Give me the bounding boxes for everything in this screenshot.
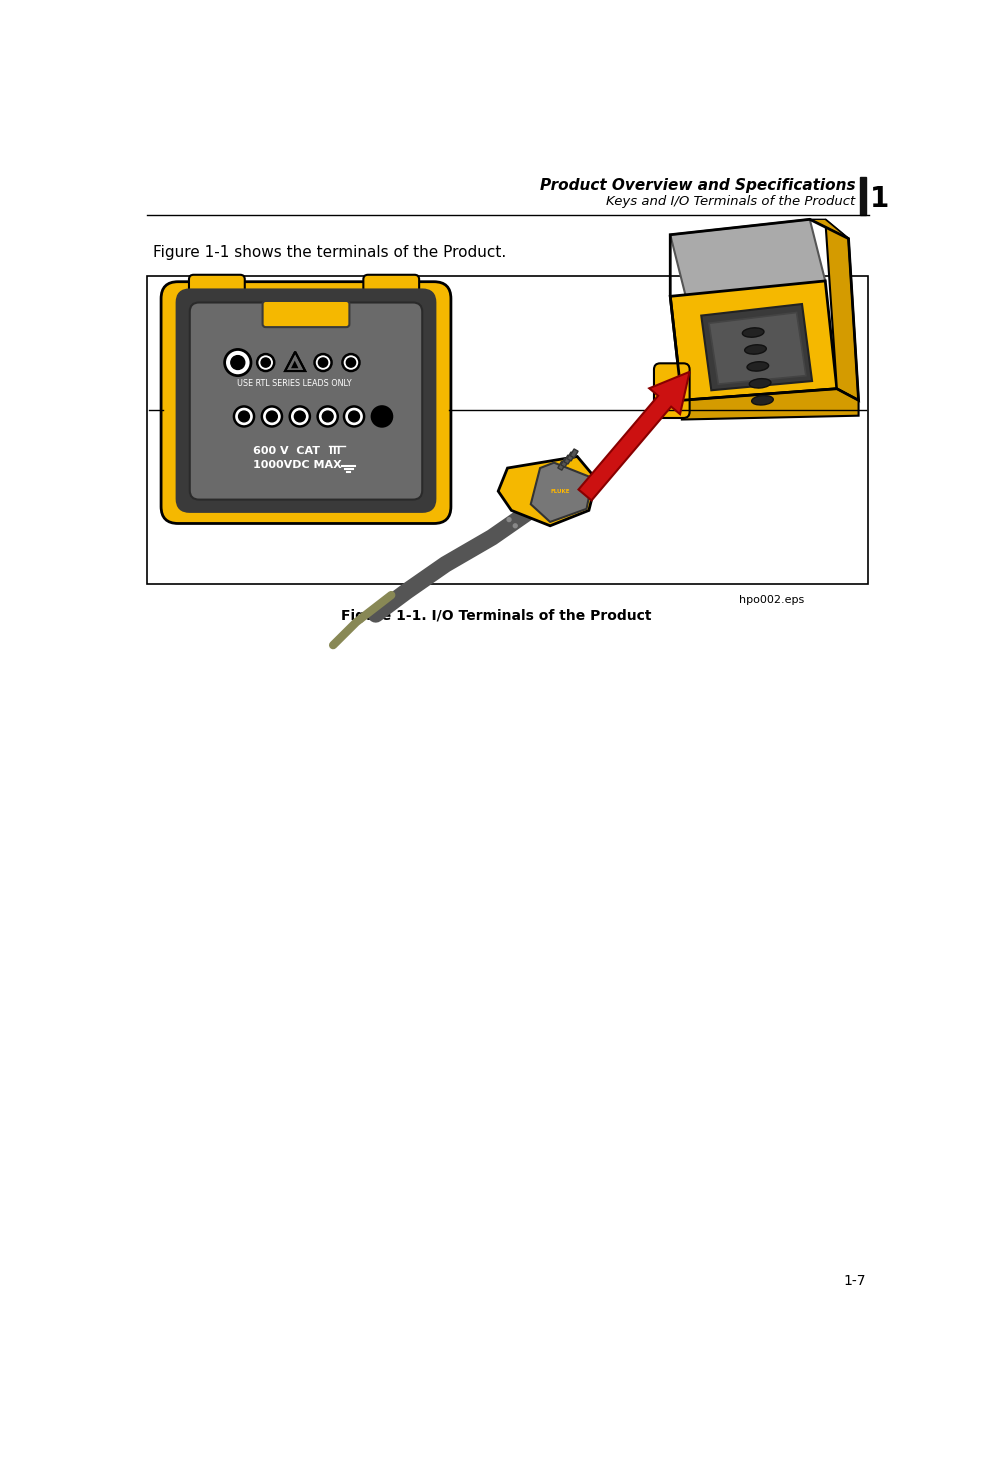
FancyBboxPatch shape bbox=[364, 275, 419, 313]
Text: Figure 1-1. I/O Terminals of the Product: Figure 1-1. I/O Terminals of the Product bbox=[341, 610, 651, 623]
Text: 1: 1 bbox=[870, 184, 889, 212]
FancyBboxPatch shape bbox=[263, 301, 350, 327]
Text: ▲: ▲ bbox=[291, 358, 299, 368]
Bar bbox=[564, 455, 572, 463]
Bar bbox=[147, 275, 868, 583]
Polygon shape bbox=[285, 352, 305, 371]
Circle shape bbox=[513, 523, 517, 528]
Circle shape bbox=[267, 411, 277, 423]
Polygon shape bbox=[702, 304, 812, 390]
Ellipse shape bbox=[749, 379, 771, 387]
FancyBboxPatch shape bbox=[189, 275, 245, 313]
Bar bbox=[860, 177, 866, 215]
Ellipse shape bbox=[751, 396, 773, 405]
Circle shape bbox=[346, 358, 356, 367]
FancyBboxPatch shape bbox=[654, 364, 690, 418]
Ellipse shape bbox=[742, 327, 764, 338]
Circle shape bbox=[225, 349, 251, 376]
Polygon shape bbox=[709, 313, 806, 385]
Polygon shape bbox=[531, 462, 593, 522]
FancyBboxPatch shape bbox=[177, 289, 435, 512]
Circle shape bbox=[343, 354, 360, 371]
Ellipse shape bbox=[747, 361, 769, 371]
Polygon shape bbox=[670, 281, 836, 401]
FancyArrow shape bbox=[579, 371, 690, 500]
Circle shape bbox=[372, 406, 392, 427]
Bar bbox=[561, 458, 569, 468]
Circle shape bbox=[294, 411, 305, 423]
Circle shape bbox=[239, 411, 250, 423]
Circle shape bbox=[349, 411, 360, 423]
Polygon shape bbox=[810, 219, 848, 238]
Circle shape bbox=[314, 354, 332, 371]
Circle shape bbox=[262, 406, 282, 427]
Circle shape bbox=[234, 406, 254, 427]
Circle shape bbox=[258, 354, 275, 371]
Text: FLUKE: FLUKE bbox=[550, 488, 570, 494]
Circle shape bbox=[507, 518, 511, 522]
Text: 1-7: 1-7 bbox=[843, 1273, 866, 1288]
Text: Product Overview and Specifications: Product Overview and Specifications bbox=[540, 178, 855, 193]
Text: III: III bbox=[329, 446, 341, 456]
Text: USE RTL SERIES LEADS ONLY: USE RTL SERIES LEADS ONLY bbox=[237, 379, 352, 387]
Circle shape bbox=[322, 411, 333, 423]
FancyBboxPatch shape bbox=[162, 282, 451, 523]
Bar bbox=[570, 449, 578, 458]
Circle shape bbox=[231, 355, 245, 370]
Polygon shape bbox=[498, 456, 597, 526]
Bar bbox=[558, 461, 566, 471]
Text: 1000VDC MAX: 1000VDC MAX bbox=[254, 459, 342, 469]
Circle shape bbox=[344, 406, 364, 427]
Polygon shape bbox=[682, 389, 858, 420]
Text: Keys and I/O Terminals of the Product: Keys and I/O Terminals of the Product bbox=[606, 194, 855, 208]
Circle shape bbox=[318, 358, 328, 367]
Polygon shape bbox=[826, 219, 858, 401]
Text: hpo002.eps: hpo002.eps bbox=[739, 595, 805, 605]
Bar bbox=[567, 452, 575, 461]
Circle shape bbox=[318, 406, 338, 427]
Text: 600 V  CAT: 600 V CAT bbox=[254, 446, 320, 456]
Text: Figure 1-1 shows the terminals of the Product.: Figure 1-1 shows the terminals of the Pr… bbox=[154, 244, 506, 260]
Ellipse shape bbox=[744, 345, 766, 354]
FancyBboxPatch shape bbox=[189, 303, 422, 500]
Polygon shape bbox=[670, 219, 826, 297]
Circle shape bbox=[289, 406, 310, 427]
Circle shape bbox=[261, 358, 271, 367]
